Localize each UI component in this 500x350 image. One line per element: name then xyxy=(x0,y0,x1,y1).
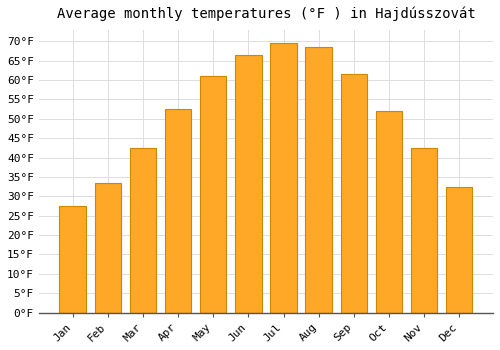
Bar xyxy=(340,74,367,313)
Bar xyxy=(446,187,472,313)
Bar xyxy=(200,76,226,313)
Bar xyxy=(130,148,156,313)
Bar xyxy=(94,183,121,313)
Bar xyxy=(376,111,402,313)
Title: Average monthly temperatures (°F ) in Hajdússzovát: Average monthly temperatures (°F ) in Ha… xyxy=(56,7,476,21)
Bar xyxy=(306,47,332,313)
Bar xyxy=(235,55,262,313)
Bar xyxy=(411,148,438,313)
Bar xyxy=(165,109,191,313)
Bar xyxy=(60,206,86,313)
Bar xyxy=(270,43,296,313)
